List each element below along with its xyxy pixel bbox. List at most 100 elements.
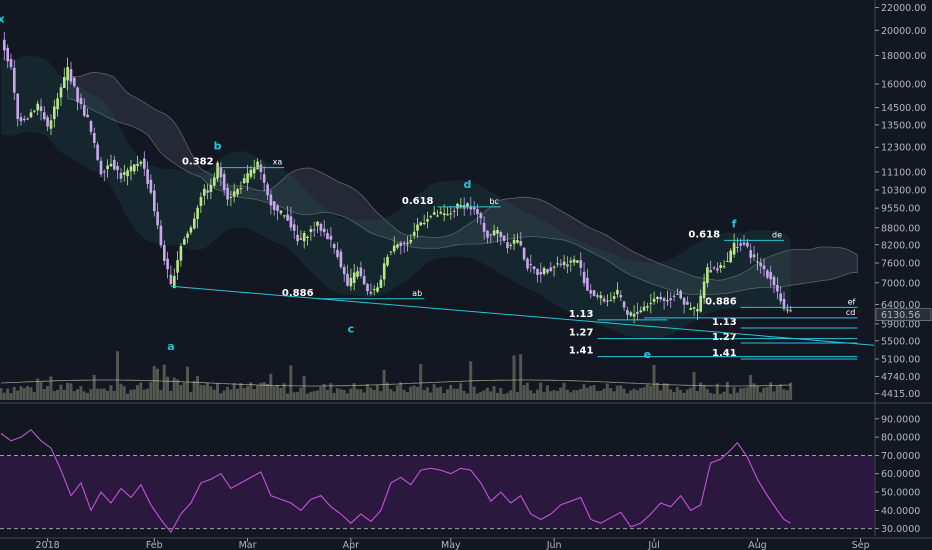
- osc-tick-label: 90.0000: [881, 414, 920, 425]
- volume-bar: [765, 387, 769, 400]
- volume-bar: [106, 390, 109, 400]
- volume-bar: [649, 385, 653, 400]
- volume-bar: [76, 389, 79, 400]
- osc-tick-label: 60.0000: [881, 469, 920, 480]
- candle-body: [282, 215, 286, 217]
- volume-bar: [479, 392, 483, 400]
- candle-body: [586, 277, 589, 291]
- volume-bar: [539, 382, 543, 400]
- volume-bar: [349, 388, 353, 400]
- volume-bar: [339, 389, 343, 400]
- candle-body: [469, 206, 473, 210]
- cloud-area: [67, 72, 858, 295]
- candle-body: [599, 295, 603, 299]
- volume-bar: [702, 385, 706, 400]
- candle-body: [396, 244, 399, 248]
- volume-bar: [579, 389, 583, 400]
- volume-bar: [442, 393, 446, 400]
- candle-body: [446, 214, 449, 216]
- current-price-tag: [875, 308, 932, 322]
- candle-body: [509, 244, 513, 246]
- volume-bar: [152, 365, 156, 400]
- candle-body: [332, 244, 336, 249]
- volume-bar: [625, 393, 629, 400]
- candle-body: [679, 290, 682, 299]
- volume-bar: [36, 378, 40, 400]
- candle-body: [652, 298, 656, 302]
- candle-body: [56, 98, 59, 110]
- candle-body: [226, 187, 229, 200]
- candle-body: [143, 158, 146, 169]
- candle-body: [436, 215, 439, 217]
- fib-label: 1.13: [569, 309, 594, 320]
- candle-body: [309, 229, 313, 232]
- candle-body: [249, 169, 253, 177]
- candle-body: [726, 261, 729, 262]
- fib-tag: ab: [412, 289, 422, 298]
- volume-bar: [296, 392, 299, 400]
- candle-body: [459, 205, 463, 208]
- candle-body: [729, 250, 732, 263]
- candle-body: [589, 290, 593, 294]
- volume-bar: [6, 388, 10, 400]
- candle-body: [179, 246, 183, 261]
- volume-bar: [462, 391, 466, 400]
- volume-bar: [755, 385, 759, 400]
- volume-bar: [112, 390, 116, 400]
- volume-bar: [169, 390, 173, 400]
- candle-body: [19, 117, 23, 122]
- volume-bar: [345, 393, 349, 400]
- volume-bar: [189, 392, 193, 400]
- volume-bar: [419, 364, 423, 400]
- candle-body: [499, 232, 503, 237]
- price-tick-label: 5500.00: [881, 336, 920, 347]
- candle-body: [119, 172, 123, 179]
- candle-body: [149, 179, 153, 193]
- osc-tick-label: 50.0000: [881, 488, 920, 499]
- candle-body: [159, 225, 163, 246]
- candle-body: [756, 261, 759, 263]
- candle-body: [259, 164, 263, 172]
- candle-body: [106, 165, 109, 170]
- candle-body: [69, 69, 73, 82]
- volume-bar: [99, 388, 103, 400]
- volume-bar: [465, 393, 469, 400]
- volume-bar: [632, 388, 636, 400]
- volume-bar: [645, 384, 649, 400]
- volume-bar: [246, 385, 249, 400]
- volume-bar: [202, 385, 206, 400]
- volume-bar: [19, 386, 23, 400]
- time-tick-label: Jul: [647, 540, 659, 550]
- volume-bar: [32, 391, 36, 400]
- volume-bar: [529, 390, 533, 400]
- candle-body: [719, 265, 722, 268]
- volume-bar: [79, 386, 83, 400]
- volume-bar: [472, 386, 476, 400]
- candle-body: [103, 171, 106, 173]
- volume-bar: [362, 392, 366, 400]
- volume-bar: [485, 387, 489, 400]
- price-tick-label: 8800.00: [881, 223, 920, 234]
- price-tick-label: 8200.00: [881, 240, 920, 251]
- candle-body: [559, 263, 563, 265]
- candle-body: [659, 296, 662, 300]
- volume-bar: [432, 384, 436, 400]
- candle-body: [322, 228, 326, 233]
- candle-body: [569, 260, 573, 263]
- time-tick-label: Apr: [343, 540, 360, 550]
- volume-bar: [142, 389, 146, 400]
- volume-bar: [289, 365, 293, 400]
- candle-body: [266, 184, 269, 196]
- volume-bar: [82, 391, 86, 400]
- fib-label: 1.13: [712, 317, 737, 328]
- candle-body: [213, 177, 216, 186]
- volume-bar: [39, 382, 43, 400]
- candle-body: [622, 301, 626, 308]
- fib-tag: ef: [848, 297, 856, 306]
- volume-bar: [752, 383, 756, 400]
- volume-bar: [739, 388, 743, 400]
- volume-bar: [785, 390, 789, 400]
- volume-bar: [299, 387, 303, 400]
- volume-bar: [72, 391, 76, 400]
